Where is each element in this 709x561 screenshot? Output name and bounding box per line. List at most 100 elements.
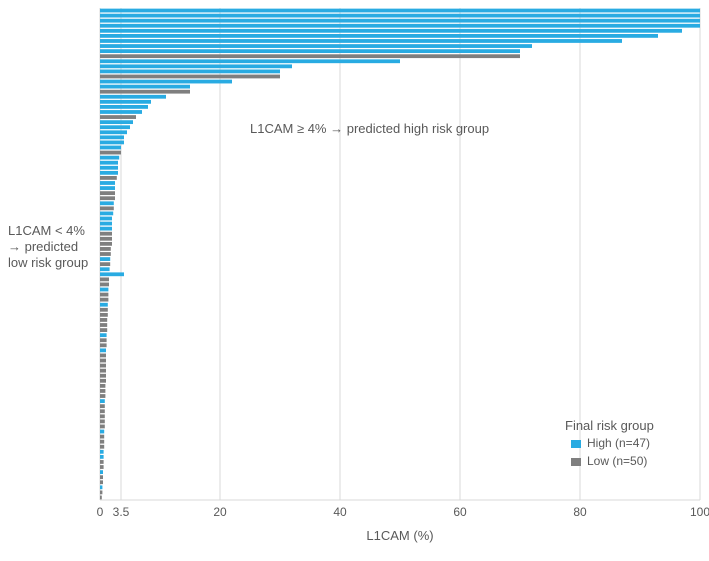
legend-label: High (n=47)	[587, 436, 650, 450]
bar-low	[100, 237, 112, 241]
bar-low	[100, 151, 121, 155]
bar-low	[100, 328, 107, 332]
bar-low	[100, 445, 104, 449]
bar-low	[100, 298, 108, 302]
bar-high	[100, 485, 102, 489]
bar-high	[100, 186, 115, 190]
bar-low	[100, 176, 117, 180]
annotation-low-risk: L1CAM < 4%→ predictedlow risk group	[8, 223, 88, 270]
bar-high	[100, 455, 104, 459]
bar-high	[100, 288, 108, 292]
x-tick-label: 20	[213, 505, 227, 519]
bar-high	[100, 212, 113, 216]
bar-high	[100, 166, 118, 170]
bar-high	[100, 49, 520, 53]
x-tick-label: 40	[333, 505, 347, 519]
bar-low	[100, 359, 106, 363]
bar-high	[100, 29, 682, 33]
chart-svg: 03.520406080100L1CAM (%)L1CAM ≥ 4% → pre…	[0, 0, 709, 556]
bar-high	[100, 470, 103, 474]
bar-low	[100, 313, 108, 317]
bar-low	[100, 414, 105, 418]
bar-high	[100, 201, 114, 205]
bar-high	[100, 44, 532, 48]
bar-high	[100, 14, 700, 18]
bar-high	[100, 333, 107, 337]
bar-low	[100, 394, 105, 398]
bar-low	[100, 369, 106, 373]
l1cam-bar-chart: 03.520406080100L1CAM (%)L1CAM ≥ 4% → pre…	[0, 0, 709, 556]
bar-low	[100, 404, 105, 408]
bar-high	[100, 450, 104, 454]
bar-low	[100, 475, 103, 479]
bar-low	[100, 379, 106, 383]
bar-high	[100, 34, 658, 38]
bar-low	[100, 343, 107, 347]
bar-high	[100, 120, 133, 124]
bar-low	[100, 490, 102, 494]
legend-swatch	[571, 458, 581, 466]
bar-low	[100, 338, 107, 342]
bar-high	[100, 217, 112, 221]
bar-high	[100, 222, 112, 226]
x-tick-label: 3.5	[113, 505, 130, 519]
bar-high	[100, 181, 115, 185]
bar-high	[100, 24, 700, 28]
bar-low	[100, 115, 136, 119]
bar-low	[100, 277, 109, 281]
bar-low	[100, 480, 103, 484]
bar-low	[100, 323, 107, 327]
bar-low	[100, 384, 105, 388]
legend-label: Low (n=50)	[587, 454, 647, 468]
annotation-high-risk: L1CAM ≥ 4% → predicted high risk group	[250, 121, 489, 136]
bar-low	[100, 191, 115, 195]
bar-high	[100, 130, 127, 134]
bar-high	[100, 257, 110, 261]
bar-low	[100, 374, 106, 378]
bar-low	[100, 242, 112, 246]
bar-high	[100, 161, 118, 165]
bar-low	[100, 496, 102, 500]
bar-high	[100, 19, 700, 23]
bar-high	[100, 227, 112, 231]
bar-low	[100, 90, 190, 94]
bar-high	[100, 430, 104, 434]
bar-high	[100, 125, 130, 129]
bar-low	[100, 460, 104, 464]
bar-low	[100, 354, 106, 358]
bar-low	[100, 308, 108, 312]
bar-high	[100, 267, 110, 271]
bar-high	[100, 303, 108, 307]
x-ticks: 03.520406080100	[97, 505, 709, 519]
bar-low	[100, 196, 115, 200]
legend-title: Final risk group	[565, 418, 654, 433]
bar-high	[100, 135, 124, 139]
bar-high	[100, 399, 105, 403]
bar-low	[100, 75, 280, 79]
bar-high	[100, 64, 292, 68]
x-tick-label: 0	[97, 505, 104, 519]
bar-low	[100, 318, 107, 322]
bar-low	[100, 232, 112, 236]
bar-high	[100, 146, 121, 150]
bar-low	[100, 54, 520, 58]
bar-high	[100, 156, 119, 160]
bar-low	[100, 252, 111, 256]
bar-high	[100, 39, 622, 43]
bar-low	[100, 293, 108, 297]
bar-high	[100, 95, 166, 99]
bar-low	[100, 409, 105, 413]
bar-high	[100, 59, 400, 63]
bar-low	[100, 283, 109, 287]
bar-low	[100, 389, 105, 393]
bar-low	[100, 206, 114, 210]
x-tick-label: 60	[453, 505, 467, 519]
bar-low	[100, 262, 110, 266]
bar-high	[100, 105, 148, 109]
bar-high	[100, 70, 280, 74]
bar-high	[100, 141, 124, 145]
bar-low	[100, 440, 104, 444]
legend-swatch	[571, 440, 581, 448]
bar-low	[100, 465, 104, 469]
bar-high	[100, 100, 151, 104]
